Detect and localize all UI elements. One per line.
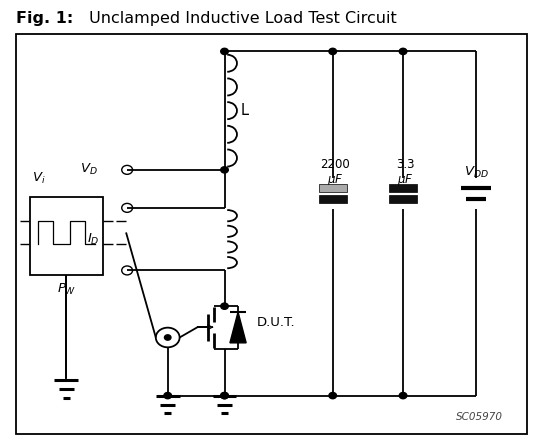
Text: $P_W$: $P_W$ xyxy=(57,282,76,297)
Text: 3.3: 3.3 xyxy=(397,158,415,171)
Text: $I_D$: $I_D$ xyxy=(88,232,100,247)
Circle shape xyxy=(399,392,407,399)
Bar xyxy=(30,197,103,275)
Bar xyxy=(389,184,417,192)
Circle shape xyxy=(329,48,337,55)
Text: $\mu F$: $\mu F$ xyxy=(327,172,344,188)
Text: D.U.T.: D.U.T. xyxy=(257,316,295,329)
Bar xyxy=(389,195,417,203)
Text: $V_i$: $V_i$ xyxy=(32,170,46,186)
Circle shape xyxy=(329,392,337,399)
Bar xyxy=(319,195,347,203)
Text: SC05970: SC05970 xyxy=(456,413,503,422)
Polygon shape xyxy=(230,312,246,343)
Circle shape xyxy=(221,303,228,309)
Text: $V_{DD}$: $V_{DD}$ xyxy=(464,164,489,180)
Circle shape xyxy=(221,392,228,399)
Bar xyxy=(319,184,347,192)
Text: 2200: 2200 xyxy=(321,158,350,171)
Circle shape xyxy=(221,48,228,55)
Circle shape xyxy=(221,167,228,173)
Text: Unclamped Inductive Load Test Circuit: Unclamped Inductive Load Test Circuit xyxy=(84,11,397,26)
Text: $V_D$: $V_D$ xyxy=(80,162,97,177)
Circle shape xyxy=(221,392,228,399)
Text: $\mu F$: $\mu F$ xyxy=(398,172,414,188)
Bar xyxy=(16,34,527,434)
Circle shape xyxy=(164,335,171,340)
Circle shape xyxy=(164,392,171,399)
Text: Fig. 1:: Fig. 1: xyxy=(16,11,74,26)
Text: L: L xyxy=(241,103,249,118)
Circle shape xyxy=(399,48,407,55)
